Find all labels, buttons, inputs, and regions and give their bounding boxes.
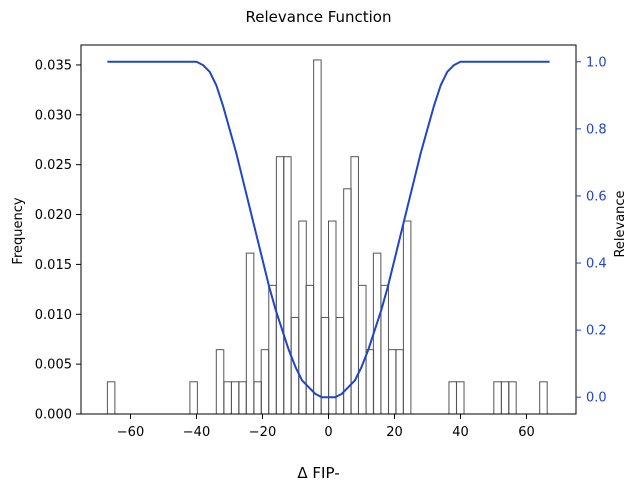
histogram-bar (298, 220, 307, 415)
x-axis-label: Δ FIP- (297, 464, 339, 482)
histogram-bar (223, 381, 232, 415)
histogram-bar (456, 381, 465, 415)
x-tick-label: −40 (183, 425, 210, 440)
histogram-bar (320, 316, 330, 415)
histogram-bar (388, 349, 397, 415)
histogram-bar (230, 381, 240, 415)
y2-tick-label: 0.8 (586, 122, 607, 137)
histogram-bar (335, 316, 345, 415)
x-tick-label: 0 (324, 425, 332, 440)
histogram-bar (343, 188, 352, 415)
y-tick-label: 0.005 (35, 358, 72, 373)
y-tick-label: 0.025 (35, 158, 72, 173)
histogram-bar (253, 381, 262, 415)
y-tick-label: 0.000 (35, 408, 72, 423)
histogram-bar (313, 59, 322, 415)
x-tick-label: 60 (518, 425, 535, 440)
relevance-curve-line (107, 60, 550, 399)
histogram-bar (106, 381, 116, 415)
x-tick-label: −60 (117, 425, 144, 440)
y-tick-label: 0.020 (35, 208, 72, 223)
histogram-bar (283, 156, 292, 415)
histogram-bar (189, 381, 198, 415)
histogram-bar (305, 284, 315, 415)
histogram-bar (365, 349, 375, 415)
histogram-bar (328, 220, 337, 415)
y-tick-label: 0.030 (35, 108, 72, 123)
x-tick-label: 20 (386, 425, 403, 440)
y2-tick-label: 0.6 (586, 189, 607, 204)
histogram-bar (260, 349, 270, 415)
y-tick-label: 0.010 (35, 308, 72, 323)
histogram-bar (275, 156, 285, 415)
histogram-bar (238, 381, 247, 415)
y-axis-label: Frequency (11, 197, 26, 264)
y2-tick-label: 1.0 (586, 55, 607, 70)
chart-title: Relevance Function (246, 8, 392, 26)
y2-tick-label: 0.4 (586, 257, 607, 272)
histogram-bar (395, 349, 404, 415)
histogram-bar (493, 381, 502, 415)
y2-axis-label: Relevance (613, 190, 628, 257)
x-tick-label: 40 (452, 425, 469, 440)
histogram-bar (245, 252, 255, 415)
y2-tick-label: 0.0 (586, 391, 607, 406)
y-tick-label: 0.015 (35, 258, 72, 273)
x-tick-label: −20 (249, 425, 276, 440)
histogram-bar (508, 381, 517, 415)
histogram-bar (402, 220, 412, 415)
y2-tick-label: 0.2 (586, 324, 607, 339)
histogram-bar (539, 381, 548, 415)
histogram-bar (448, 381, 457, 415)
histogram-bar (500, 381, 510, 415)
relevance-curve-layer (107, 60, 550, 399)
y-tick-label: 0.035 (35, 58, 72, 73)
axes: −60 −40 −20 0 20 40 60 0.000 0.005 0.010 0.015 0.02… (35, 44, 607, 440)
histogram-bar (215, 349, 225, 415)
histogram-bars (106, 59, 548, 415)
histogram-bar (358, 284, 367, 415)
